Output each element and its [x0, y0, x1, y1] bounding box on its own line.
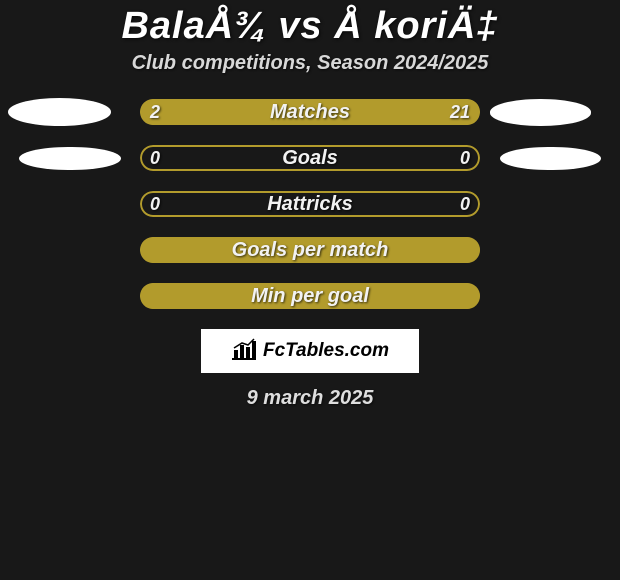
stat-label: Min per goal — [140, 283, 480, 309]
stat-bar: Goals per match — [140, 237, 480, 263]
stat-row: 00Goals — [0, 145, 620, 175]
stat-row: 221Matches — [0, 99, 620, 129]
comparison-card: BalaÅ¾ vs Å koriÄ‡ Club competitions, Se… — [0, 0, 620, 580]
match-date: 9 march 2025 — [0, 387, 620, 410]
stat-label: Goals — [140, 145, 480, 171]
stat-bar: 00Goals — [140, 145, 480, 171]
stat-row: Min per goal — [0, 283, 620, 313]
stat-row: 00Hattricks — [0, 191, 620, 221]
stat-bar: Min per goal — [140, 283, 480, 309]
stat-bar: 00Hattricks — [140, 191, 480, 217]
player-avatar-right — [500, 147, 601, 170]
player-avatar-right — [490, 99, 591, 126]
stat-rows: 221Matches 00Goals 00Hattricks Goals per ma… — [0, 99, 620, 313]
page-subtitle: Club competitions, Season 2024/2025 — [0, 52, 620, 99]
stat-row: Goals per match — [0, 237, 620, 267]
chart-icon — [231, 338, 257, 365]
brand-text: FcTables.com — [263, 340, 389, 362]
stat-label: Hattricks — [140, 191, 480, 217]
stat-label: Goals per match — [140, 237, 480, 263]
stat-bar: 221Matches — [140, 99, 480, 125]
stat-label: Matches — [140, 99, 480, 125]
player-avatar-left — [8, 98, 111, 126]
page-title: BalaÅ¾ vs Å koriÄ‡ — [0, 0, 620, 52]
player-avatar-left — [19, 147, 121, 170]
brand-badge[interactable]: FcTables.com — [201, 329, 419, 373]
